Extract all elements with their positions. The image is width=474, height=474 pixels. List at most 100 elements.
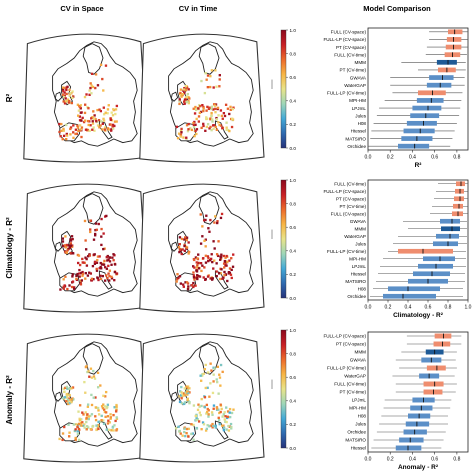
station-point [92,369,95,373]
station-point [93,114,96,117]
station-point [106,403,110,406]
station-point [94,260,97,264]
box-iqr [388,286,440,292]
station-point [186,387,189,390]
station-point [77,438,81,442]
station-point [221,415,224,418]
station-point [202,219,206,222]
station-point [209,218,212,222]
station-point [230,257,233,260]
station-point [67,423,70,426]
station-point [108,421,112,424]
box-iqr [418,90,446,96]
station-point [224,262,227,265]
station-point [198,275,202,278]
station-point [87,417,90,421]
colorbar-tick-label: 1.0 [290,28,297,33]
station-point [103,126,107,129]
x-tick-label: 1.0 [465,305,472,311]
station-point [230,427,233,430]
box-iqr [436,59,457,65]
station-point [68,401,72,405]
station-point [214,69,217,72]
station-point [72,287,76,290]
station-point [230,411,234,415]
station-point [185,427,189,431]
station-point [66,287,69,291]
station-point [79,128,83,131]
station-point [229,422,233,426]
station-point [197,107,200,110]
station-point [194,414,197,418]
station-point [83,111,87,115]
station-point [218,411,221,415]
station-point [79,104,83,107]
box-iqr [434,333,452,339]
station-point [196,257,199,260]
station-point [80,271,83,275]
station-point [103,266,107,269]
station-point [228,411,231,414]
station-point [67,101,71,104]
station-point [183,394,186,397]
colorbar: 0.0 0.2 0.4 0.6 0.8 1.0 [271,28,297,151]
boxplot-panel: FULL-LP (CV-space) PT (CV-space) MMM GWAVA F… [323,331,469,471]
station-point [183,236,187,239]
x-axis-label: Anomaly - R² [398,464,439,471]
station-point [179,282,183,285]
station-point [100,414,103,418]
station-point [97,427,100,431]
station-point [216,107,219,111]
station-point [70,101,74,105]
station-point [101,407,105,410]
station-point [62,127,65,131]
series-label: FULL (CV-space) [331,211,367,216]
station-point [179,88,183,91]
station-point [68,88,71,92]
station-point [102,89,105,92]
station-point [58,122,61,126]
station-point [95,269,99,272]
station-point [178,275,182,278]
station-point [78,275,81,278]
station-point [185,95,189,98]
station-point [115,405,118,408]
station-point [200,269,203,273]
station-point [91,85,95,89]
station-point [76,103,80,106]
station-point [187,427,191,430]
station-point [225,121,228,124]
station-point [90,117,93,120]
station-point [65,396,69,399]
station-point [193,258,196,262]
station-point [76,124,79,127]
station-point [179,394,183,397]
station-point [187,88,190,91]
station-point [217,114,220,117]
station-point [104,395,107,398]
station-point [72,124,75,127]
station-point [94,418,98,422]
station-point [62,387,65,390]
series-label: H08 [358,414,367,419]
station-point [199,213,202,216]
station-point [193,112,197,115]
station-point [183,244,186,248]
station-point [209,75,212,78]
box-iqr [448,29,463,35]
station-point [212,404,216,407]
station-point [196,408,200,412]
station-point [110,263,113,266]
station-point [219,109,223,112]
station-point [192,423,195,427]
station-point [186,282,190,285]
station-point [68,284,71,287]
station-point [96,124,100,127]
series-label: MPI-HM [349,406,366,411]
station-point [102,403,105,406]
station-point [180,95,183,98]
station-point [64,235,67,238]
x-tick-label: 0.2 [385,305,392,311]
station-point [93,129,96,132]
station-point [186,385,190,388]
